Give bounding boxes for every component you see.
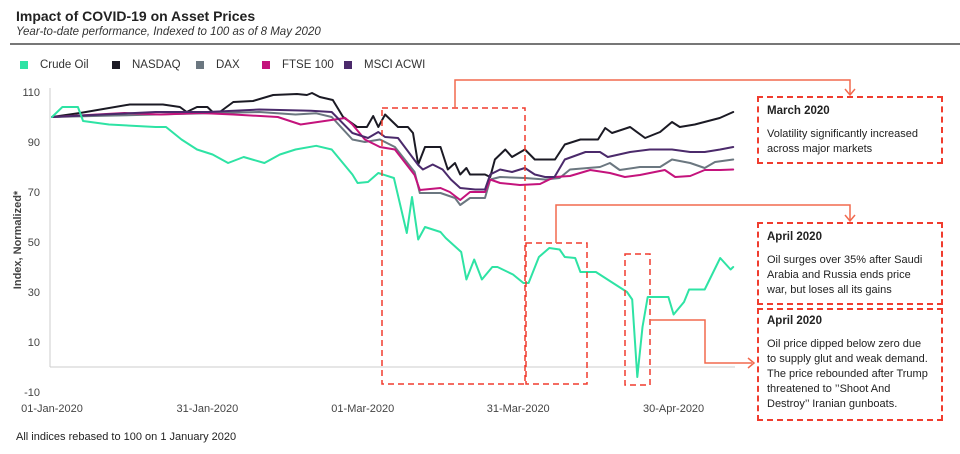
y-tick-label: 50: [28, 237, 40, 249]
annotation-title: March 2020: [767, 105, 830, 117]
legend-item: FTSE 100: [262, 59, 334, 71]
series-line-ftse-100: [51, 112, 735, 201]
annotation-text: Oil surges over 35% after Saudi Arabia a…: [767, 254, 923, 296]
legend-swatch: [262, 61, 270, 69]
connector-line: [650, 319, 752, 364]
annotation-april-oil-below-zero: April 2020 Oil price dipped below zero d…: [757, 308, 943, 421]
page-subtitle: Year-to-date performance, Indexed to 100…: [16, 26, 321, 38]
arrow-icon: [844, 88, 856, 97]
legend-swatch: [196, 61, 204, 69]
legend-item: NASDAQ: [112, 59, 181, 71]
legend-item: Crude Oil: [20, 59, 89, 71]
x-tick-label: 31-Jan-2020: [177, 403, 239, 415]
page-title: Impact of COVID-19 on Asset Prices: [16, 8, 256, 24]
annotation-text: Oil price dipped below zero due to suppl…: [767, 338, 928, 410]
connector-line: [555, 204, 851, 243]
annotation-title: April 2020: [767, 315, 822, 327]
y-tick-label: 110: [22, 87, 40, 99]
annotation-title: April 2020: [767, 231, 822, 243]
connector-line: [454, 79, 851, 108]
legend-item: DAX: [196, 59, 240, 71]
legend-label: NASDAQ: [132, 59, 181, 71]
series-line-msci-acwi: [51, 108, 735, 191]
header-divider: [10, 43, 960, 45]
annotation-text: Volatility significantly increased acros…: [767, 128, 919, 155]
y-tick-label: 70: [28, 187, 40, 199]
annotation-april-oil-surge: April 2020 Oil surges over 35% after Sau…: [757, 222, 943, 305]
y-tick-label: 90: [28, 137, 40, 149]
legend-label: Crude Oil: [40, 59, 89, 71]
legend-item: MSCI ACWI: [344, 59, 425, 71]
legend-label: MSCI ACWI: [364, 59, 426, 71]
annotation-march-volatility: March 2020 Volatility significantly incr…: [757, 96, 943, 164]
x-tick-label: 31-Mar-2020: [487, 403, 550, 415]
series-line-nasdaq: [51, 92, 735, 178]
highlight-box: [381, 107, 526, 385]
series-line-crude-oil: [51, 106, 735, 378]
y-axis-title: Index, Normalized*: [12, 190, 24, 289]
arrow-icon: [844, 214, 856, 223]
series-line-dax: [51, 111, 735, 206]
x-tick-label: 01-Jan-2020: [21, 403, 83, 415]
footnote: All indices rebased to 100 on 1 January …: [16, 431, 237, 443]
y-tick-label: 10: [28, 337, 40, 349]
legend-label: FTSE 100: [282, 59, 334, 71]
y-tick-label: -10: [24, 387, 40, 399]
legend-label: DAX: [216, 59, 240, 71]
x-tick-label: 30-Apr-2020: [643, 403, 704, 415]
arrow-icon: [747, 357, 756, 369]
y-tick-label: 30: [28, 287, 40, 299]
x-tick-label: 01-Mar-2020: [331, 403, 394, 415]
legend-swatch: [344, 61, 352, 69]
legend-swatch: [20, 61, 28, 69]
legend-swatch: [112, 61, 120, 69]
